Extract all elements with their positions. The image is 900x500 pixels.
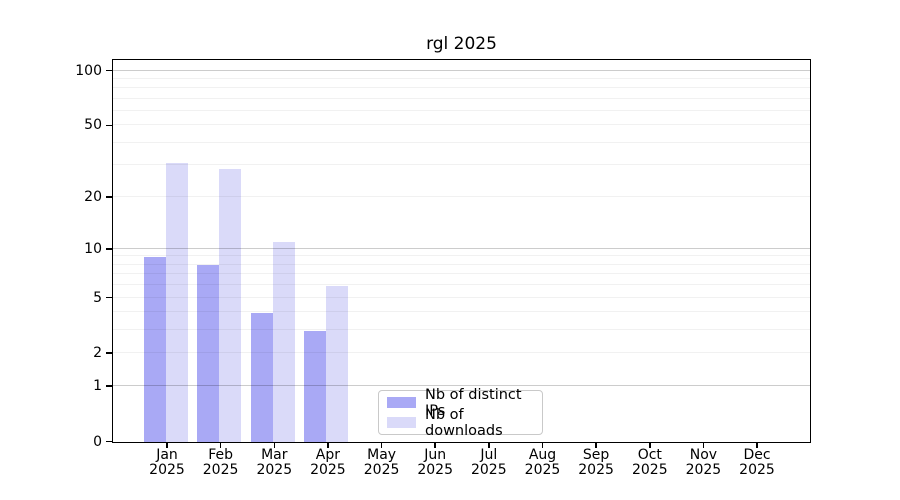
bar-distinct-ips-apr (304, 330, 327, 442)
y-axis-tick-100 (106, 69, 112, 72)
minor-gridline-90 (113, 77, 810, 79)
chart-title: rgl 2025 (426, 34, 497, 54)
x-axis-label-sep: Sep 2025 (578, 446, 614, 478)
bar-downloads-feb (219, 168, 242, 442)
x-axis-tick-aug (541, 441, 544, 448)
major-gridline-1 (113, 384, 810, 386)
major-gridline-100 (113, 69, 810, 71)
bar-distinct-ips-mar (250, 312, 273, 442)
minor-gridline-3 (113, 329, 810, 331)
y-axis-label-100: 100 (75, 62, 102, 79)
legend-item-distinct-ips: Nb of distinct IPs (387, 387, 534, 419)
legend-item-downloads: Nb of downloads (387, 407, 534, 439)
minor-gridline-4 (113, 311, 810, 313)
minor-gridline-40 (113, 142, 810, 143)
x-axis-label-jan: Jan 2025 (149, 446, 185, 478)
bar-downloads-apr (326, 285, 349, 442)
y-axis-label-50: 50 (84, 117, 102, 134)
bar-distinct-ips-feb (197, 265, 220, 442)
y-axis-label-10: 10 (84, 240, 102, 257)
x-axis-tick-mar (273, 441, 275, 448)
x-axis-label-mar: Mar 2025 (256, 446, 293, 478)
minor-gridline-5 (113, 296, 810, 298)
x-axis-label-jun: Jun 2025 (417, 446, 453, 478)
y-axis-label-0: 0 (93, 433, 102, 450)
y-axis-label-20: 20 (84, 188, 102, 205)
x-axis-label-aug: Aug 2025 (524, 446, 561, 478)
legend-label-distinct-ips: Nb of distinct IPs (425, 386, 522, 419)
minor-gridline-8 (113, 263, 810, 265)
bar-distinct-ips-jan (143, 256, 166, 442)
y-axis-tick-1 (106, 385, 112, 387)
x-axis-label-feb: Feb 2025 (202, 446, 239, 478)
minor-gridline-60 (113, 110, 810, 111)
minor-gridline-50 (113, 124, 810, 126)
x-axis-label-may: May 2025 (363, 446, 400, 478)
y-axis-label-2: 2 (93, 345, 102, 362)
x-axis-tick-nov (702, 441, 705, 448)
x-axis-label-oct: Oct 2025 (631, 446, 668, 478)
minor-gridline-9 (113, 255, 810, 257)
minor-gridline-70 (113, 97, 810, 99)
x-axis-tick-jan (166, 441, 168, 448)
legend: Nb of distinct IPs Nb of downloads (378, 387, 543, 439)
x-axis-tick-dec (756, 441, 758, 448)
y-axis-tick-10 (106, 248, 112, 250)
bar-downloads-jan (165, 163, 188, 442)
y-axis-tick-2 (106, 352, 112, 354)
y-axis-label-1: 1 (93, 377, 102, 394)
y-axis-tick-5 (106, 296, 112, 299)
y-axis-tick-20 (106, 196, 112, 198)
x-axis-tick-sep (595, 441, 597, 448)
x-axis-label-dec: Dec 2025 (739, 446, 775, 478)
x-axis-tick-feb (219, 441, 222, 448)
minor-gridline-80 (113, 87, 810, 89)
major-gridline-10 (113, 247, 810, 249)
y-axis-tick-50 (106, 124, 112, 127)
legend-label-downloads: Nb of downloads (425, 406, 503, 439)
y-axis-label-5: 5 (93, 289, 102, 306)
legend-swatch-downloads (387, 417, 416, 428)
x-axis-tick-jul (488, 441, 490, 448)
legend-swatch-distinct-ips (387, 397, 416, 408)
x-axis-tick-apr (327, 441, 329, 448)
minor-gridline-6 (113, 284, 810, 286)
bar-downloads-mar (272, 242, 295, 442)
x-axis-tick-oct (649, 441, 651, 448)
x-axis-label-jul: Jul 2025 (470, 446, 507, 478)
y-axis-tick-0 (106, 440, 112, 443)
plot-area (112, 59, 811, 443)
minor-gridline-30 (113, 164, 810, 166)
minor-gridline-2 (113, 352, 810, 354)
minor-gridline-20 (113, 195, 810, 197)
x-axis-label-nov: Nov 2025 (685, 446, 722, 478)
x-axis-tick-may (380, 441, 383, 448)
x-axis-tick-jun (434, 441, 436, 448)
x-axis-label-apr: Apr 2025 (310, 446, 346, 478)
minor-gridline-7 (113, 273, 810, 275)
